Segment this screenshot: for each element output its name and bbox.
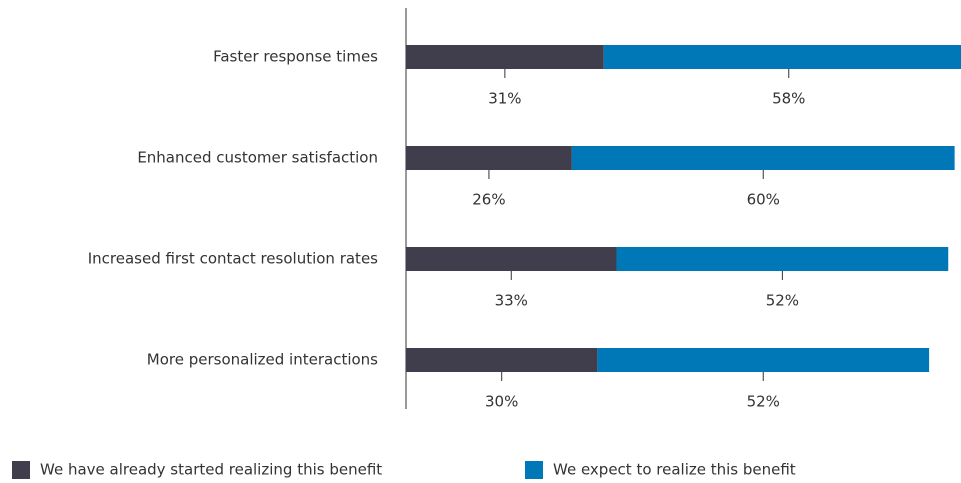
value-label: 60% [747,191,780,209]
value-label: 58% [772,90,805,108]
category-label: More personalized interactions [147,351,378,369]
value-label: 30% [485,393,518,411]
value-label: 52% [766,292,799,310]
legend-swatch [12,461,30,479]
bar-segment [406,348,598,372]
category-label: Enhanced customer satisfaction [137,149,378,167]
value-label: 31% [488,90,521,108]
bar-segment [571,146,955,170]
bar-segment [597,348,930,372]
bar-segment [603,45,961,69]
bar-segment [406,146,572,170]
value-label: 33% [495,292,528,310]
value-label: 26% [472,191,505,209]
bar-segment [616,247,949,271]
category-label: Faster response times [213,48,378,66]
bar-segment [406,45,604,69]
value-label: 52% [747,393,780,411]
bar-segment [406,247,617,271]
plot-area [406,45,961,372]
legend-label: We expect to realize this benefit [553,461,796,479]
category-label: Increased first contact resolution rates [88,250,378,268]
legend-label: We have already started realizing this b… [40,461,382,479]
legend-swatch [525,461,543,479]
